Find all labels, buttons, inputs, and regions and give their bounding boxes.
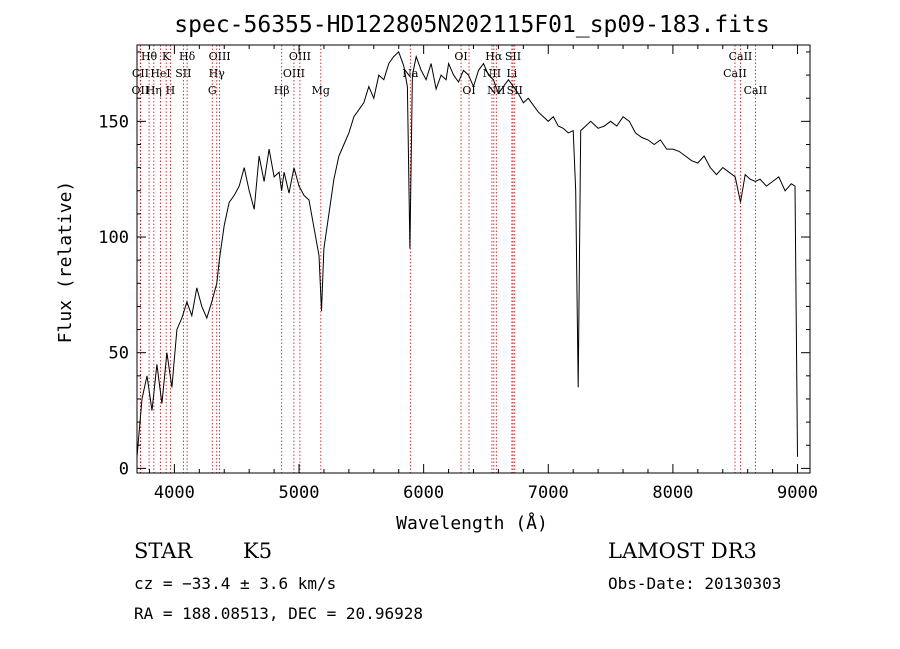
line-label-22: SII — [505, 50, 521, 63]
line-label-9: OIII — [209, 50, 231, 63]
line-label-4: HeI — [150, 67, 170, 80]
line-label-17: OI — [454, 50, 467, 63]
line-label-10: Hγ — [209, 67, 226, 80]
spectral-line-markers — [139, 45, 756, 473]
survey-name: LAMOST DR3 — [608, 539, 757, 563]
x-tick-label-5000: 5000 — [279, 483, 320, 503]
line-label-27: CaII — [744, 84, 768, 97]
x-tick-label-6000: 6000 — [403, 483, 444, 503]
x-tick-label-9000: 9000 — [777, 483, 818, 503]
line-label-24: SII — [507, 84, 523, 97]
redshift-readout: cz = −33.4 ± 3.6 km/s — [134, 574, 337, 593]
line-label-1: Hθ — [141, 50, 158, 63]
line-label-20: NII — [483, 67, 501, 80]
spectrum-line — [136, 51, 798, 457]
line-label-15: Mg — [312, 84, 330, 97]
coordinates-readout: RA = 188.08513, DEC = 20.96928 — [134, 604, 423, 623]
x-tick-label-4000: 4000 — [154, 483, 195, 503]
line-label-19: Hα — [485, 50, 503, 63]
object-subclass: K5 — [243, 539, 273, 563]
line-label-21: NII — [487, 84, 505, 97]
y-tick-label-150: 150 — [98, 112, 129, 132]
line-label-13: OIII — [289, 50, 311, 63]
line-label-16: Na — [402, 67, 419, 80]
line-label-25: CaII — [729, 50, 753, 63]
y-axis-label: Flux (relative) — [55, 181, 76, 344]
line-label-26: CaII — [723, 67, 747, 80]
line-label-23: Li — [506, 67, 517, 80]
line-label-7: SII — [175, 67, 191, 80]
line-label-6: H — [166, 84, 176, 97]
line-label-0: CII — [132, 67, 149, 80]
line-label-12: Hβ — [274, 84, 290, 97]
object-class: STAR — [134, 539, 193, 563]
line-label-14: OIII — [283, 67, 305, 80]
y-tick-label-50: 50 — [109, 344, 129, 364]
line-label-2: OII — [132, 84, 150, 97]
y-tick-label-0: 0 — [119, 459, 129, 479]
line-label-11: G — [208, 84, 217, 97]
plot-frame — [136, 44, 811, 474]
chart-title: spec-56355-HD122805N202115F01_sp09-183.f… — [174, 12, 769, 38]
line-label-3: Hη — [146, 84, 162, 97]
line-label-18: OI — [462, 84, 475, 97]
line-label-5: K — [162, 50, 171, 63]
observation-date: Obs-Date: 20130303 — [608, 574, 782, 593]
y-tick-label-100: 100 — [98, 228, 129, 248]
x-tick-label-7000: 7000 — [528, 483, 569, 503]
x-tick-label-8000: 8000 — [652, 483, 693, 503]
axis-ticks: 4000 5000 6000 7000 8000 9000 0 50 100 150 — [98, 45, 818, 503]
line-label-8: Hδ — [179, 50, 196, 63]
x-axis-label: Wavelength (Å) — [396, 512, 548, 534]
